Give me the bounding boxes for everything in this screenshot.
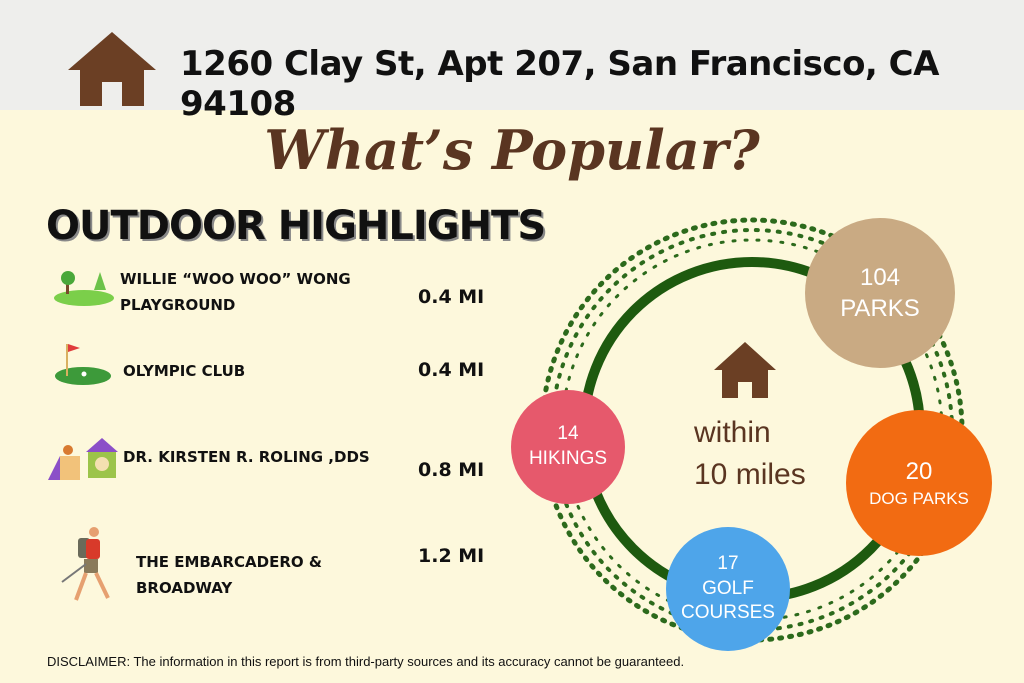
highlight-name: WILLIE “WOO WOO” WONG PLAYGROUND bbox=[120, 270, 351, 314]
highlight-distance: 0.8 MI bbox=[418, 459, 485, 481]
stat-dog-parks: 20 DOG PARKS bbox=[846, 410, 992, 556]
dog-park-icon bbox=[48, 438, 118, 480]
highlight-distance: 0.4 MI bbox=[418, 286, 485, 308]
stat-hikings: 14 HIKINGS bbox=[511, 390, 625, 504]
stat-golf-courses: 17 GOLF COURSES bbox=[666, 527, 790, 651]
section-title: OUTDOOR HIGHLIGHTS bbox=[46, 203, 546, 249]
highlight-distance: 1.2 MI bbox=[418, 545, 485, 567]
page-title: What’s Popular? bbox=[264, 118, 760, 182]
highlight-name: DR. KIRSTEN R. ROLING ,DDS bbox=[123, 448, 370, 466]
highlight-name: THE EMBARCADERO & BROADWAY bbox=[136, 553, 322, 597]
center-label: within 10 miles bbox=[694, 416, 806, 491]
highlight-name: OLYMPIC CLUB bbox=[123, 362, 246, 380]
disclaimer: DISCLAIMER: The information in this repo… bbox=[47, 654, 685, 669]
golf-icon bbox=[55, 344, 111, 385]
hiker-icon bbox=[61, 527, 110, 601]
highlight-distance: 0.4 MI bbox=[418, 359, 485, 381]
address: 1260 Clay St, Apt 207, San Francisco, CA… bbox=[180, 44, 939, 124]
stat-parks: 104 PARKS bbox=[805, 218, 955, 368]
house-icon bbox=[68, 32, 156, 106]
header-band bbox=[0, 0, 1024, 110]
center-house-icon bbox=[714, 342, 776, 398]
park-icon bbox=[54, 271, 114, 306]
